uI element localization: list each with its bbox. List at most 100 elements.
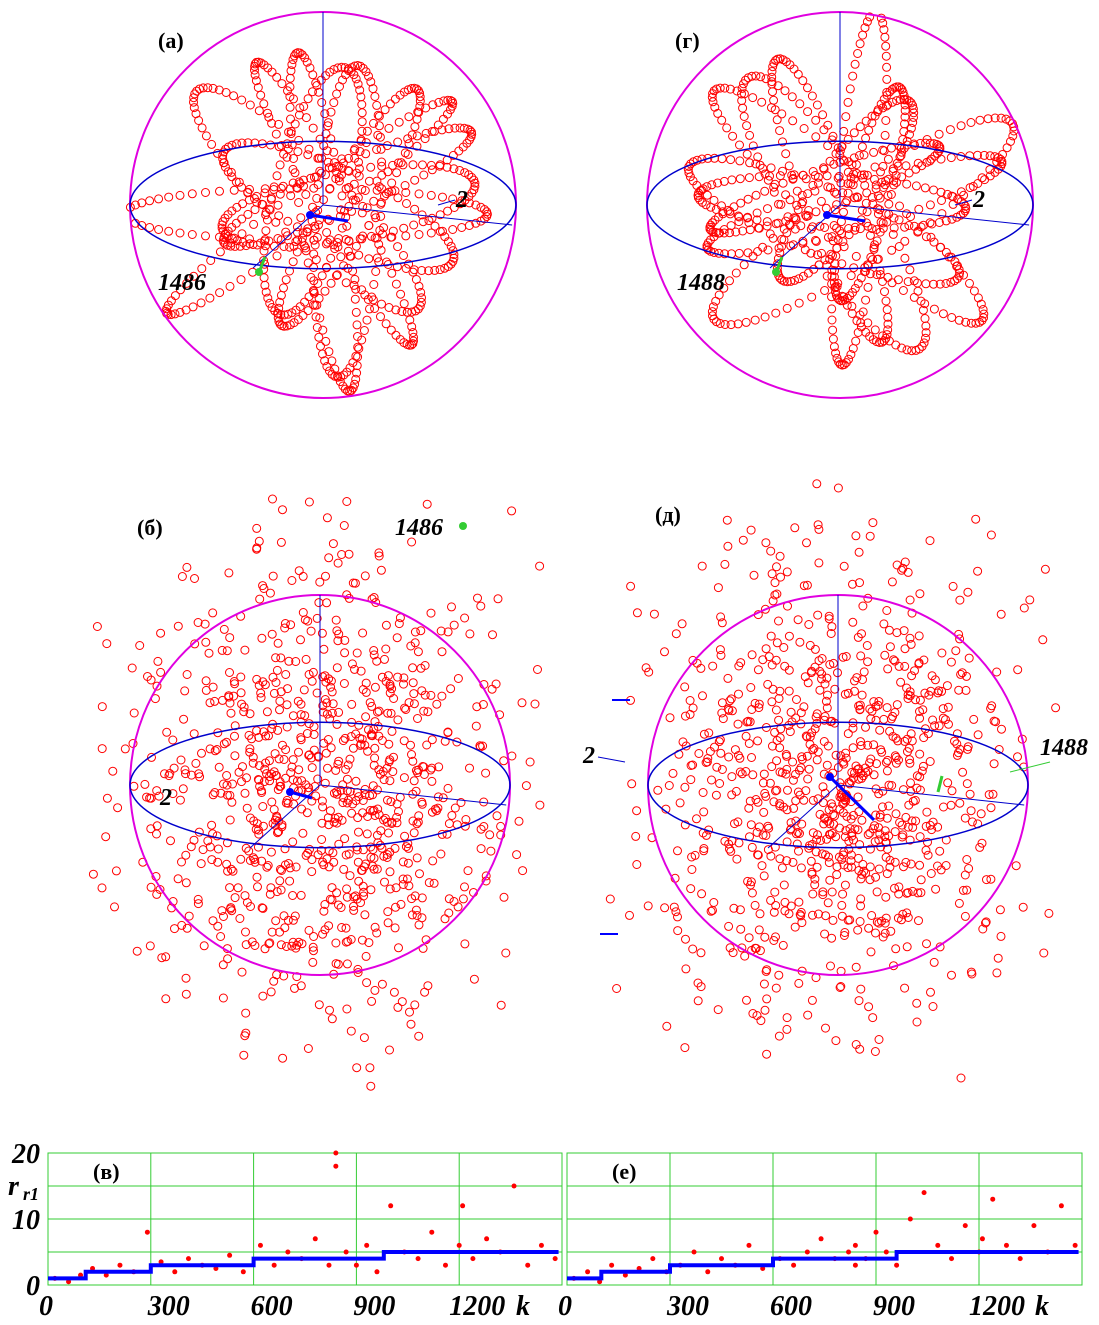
ring-point [881, 33, 889, 41]
cloud-point [794, 788, 802, 796]
cloud-point [340, 865, 348, 873]
data-point [388, 1203, 393, 1208]
center-dot [306, 211, 314, 219]
ring-point [246, 101, 254, 109]
ring-point [781, 87, 789, 95]
cloud-point [840, 562, 848, 570]
ring-point [807, 225, 815, 233]
cloud-point [260, 585, 268, 593]
ring-point [397, 290, 405, 298]
x-axis-label: k [1035, 1291, 1049, 1320]
cloud-point [253, 873, 261, 881]
data-point [333, 1151, 338, 1156]
cloud-point [276, 706, 284, 714]
cloud-point [938, 649, 946, 657]
ring-point [864, 283, 872, 291]
cloud-point [276, 928, 284, 936]
cloud-point [1014, 666, 1022, 674]
cloud-point [947, 801, 955, 809]
cloud-point [368, 997, 376, 1005]
cloud-point [218, 907, 226, 915]
cloud-point [219, 961, 227, 969]
ring-point [796, 100, 804, 108]
cloud-point [796, 638, 804, 646]
cloud-point [870, 741, 878, 749]
cloud-point [534, 666, 542, 674]
cloud-point [445, 895, 453, 903]
cloud-point [727, 695, 735, 703]
cloud-point [367, 1082, 375, 1090]
cloud-point [531, 700, 539, 708]
ring-point [829, 326, 837, 334]
cloud-point [961, 871, 969, 879]
cloud-point [345, 550, 353, 558]
cloud-point [371, 986, 379, 994]
cloud-point [864, 658, 872, 666]
cloud-point [382, 645, 390, 653]
ring-point [165, 227, 173, 235]
x-tick-label: 0 [39, 1291, 53, 1320]
cloud-point [261, 945, 269, 953]
ring-point [744, 195, 752, 203]
cloud-point [858, 816, 866, 824]
cloud-point [687, 885, 695, 893]
cloud-point [813, 480, 821, 488]
cloud-point [809, 911, 817, 919]
cloud-point [421, 988, 429, 996]
ring-point [409, 268, 417, 276]
cloud-point [813, 756, 821, 764]
cloud-point [797, 864, 805, 872]
data-point [949, 1256, 954, 1261]
cloud-point [444, 784, 452, 792]
ring-point [155, 226, 163, 234]
ring-point [297, 214, 305, 222]
step-line [48, 1252, 559, 1278]
ring-point [885, 200, 893, 208]
ring-point [222, 89, 230, 97]
data-point [1073, 1243, 1078, 1248]
ring-point [736, 175, 744, 183]
cloud-point [803, 539, 811, 547]
cloud-point [335, 708, 343, 716]
y-tick-label: 20 [11, 1139, 40, 1170]
cloud-point [373, 929, 381, 937]
ring-point [273, 252, 281, 260]
data-point [884, 1250, 889, 1255]
cloud-point [417, 627, 425, 635]
ring-point [893, 159, 901, 167]
cloud-point [860, 668, 868, 676]
cloud-point [804, 1011, 812, 1019]
cloud-point [272, 654, 280, 662]
ring-point [317, 342, 325, 350]
ring-point [410, 221, 418, 229]
ring-point [400, 224, 408, 232]
ring-point [871, 326, 879, 334]
cloud-point [206, 699, 214, 707]
cloud-point [699, 692, 707, 700]
cloud-point [1052, 704, 1060, 712]
cloud-point [420, 771, 428, 779]
cloud-point [170, 764, 178, 772]
ring-point [343, 222, 351, 230]
cloud-point [868, 912, 876, 920]
cloud-point [735, 839, 743, 847]
cloud-point [409, 679, 417, 687]
cloud-point [816, 686, 824, 694]
cloud-point [768, 661, 776, 669]
data-point [963, 1223, 968, 1228]
ring-point [427, 191, 435, 199]
cloud-point [482, 769, 490, 777]
cloud-point [237, 673, 245, 681]
cloud-point [852, 532, 860, 540]
cloud-point [761, 789, 769, 797]
cloud-point [316, 578, 324, 586]
cloud-point [340, 522, 348, 530]
ring-point [238, 230, 246, 238]
cloud-point [493, 812, 501, 820]
cloud-point [327, 683, 335, 691]
ring-point [371, 211, 379, 219]
data-point [443, 1263, 448, 1268]
cloud-point [862, 723, 870, 731]
cloud-point [839, 890, 847, 898]
ring-point [840, 208, 848, 216]
